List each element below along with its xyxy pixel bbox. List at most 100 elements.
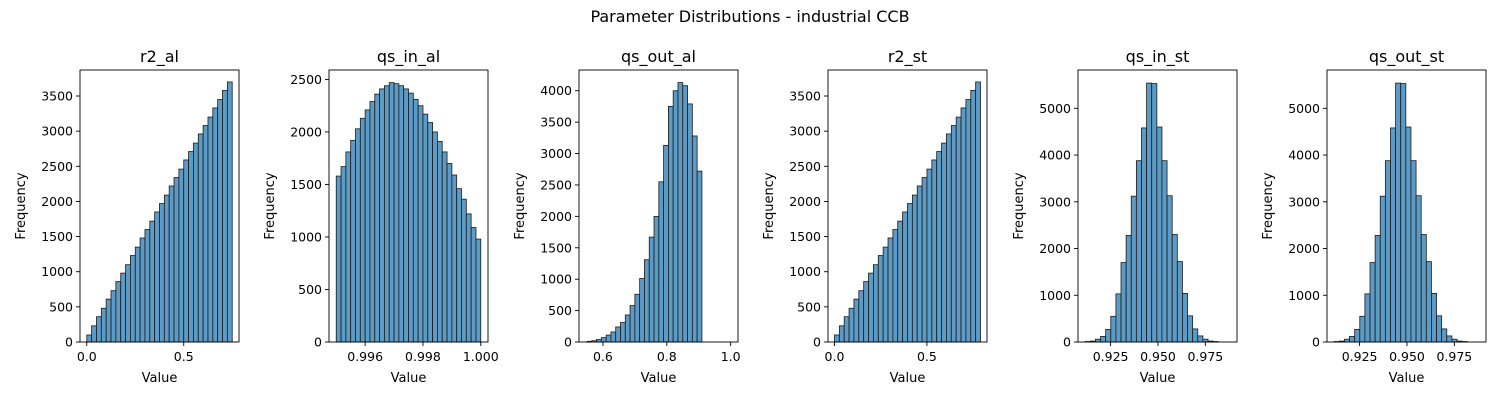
histogram-bar [1197,335,1204,343]
y-tick-label: 2000 [290,124,322,139]
histogram-bar [668,106,674,343]
histogram-bar [955,116,962,343]
histogram-bar [1187,315,1194,343]
histogram-bar [696,170,703,343]
y-axis-label: Frequency [762,172,777,239]
histogram-bar [834,334,840,343]
y-tick-label: 2000 [41,194,73,209]
histogram-bar [691,135,698,343]
panel-title: qs_out_st [1369,47,1444,67]
histogram-bar [653,215,660,343]
y-tick-label: 3000 [41,124,73,139]
histogram-bar [412,99,419,343]
histogram-panel-r2_al: 0 500 1000 1500 2000 2500 3000 3500 0.0 0.5 r2_al V… [14,47,240,386]
histogram-bar [149,220,156,343]
histogram-bar [398,85,405,343]
y-tick-label: 2000 [540,209,572,224]
panels: 0 500 1000 1500 2000 2500 3000 3500 0.0 0.5 r2_al V… [14,47,1487,386]
histogram-bar [461,198,467,343]
y-tick-label: 2000 [1039,241,1071,256]
histogram-bar [1110,315,1117,343]
histogram-bar [605,334,612,343]
y-tick-label: 4000 [1288,148,1320,163]
y-tick-label: 0 [813,335,821,350]
histogram-bar [892,229,899,343]
histogram-bar [139,237,146,343]
histogram-bar [911,194,918,343]
histogram-bar [340,166,347,343]
histogram-bar [848,307,855,343]
histogram-bar [897,220,904,343]
histogram-bar [1105,328,1112,343]
y-tick-label: 0 [1312,335,1320,350]
y-tick-label: 3500 [789,89,821,104]
histogram-bar [663,144,669,343]
histogram-bar [863,281,869,343]
histogram-bar [120,272,126,343]
histogram-bar [91,325,97,343]
histogram-bar [96,316,102,343]
histogram-bar [858,290,865,343]
y-tick-label: 4000 [540,83,572,98]
y-tick-label: 500 [548,303,572,318]
histogram-bar [682,85,688,343]
figure-title: Parameter Distributions - industrial CCB [590,7,909,26]
histogram-bar [1182,292,1188,343]
y-axis-label: Frequency [263,172,278,239]
histogram-bar [1415,195,1422,343]
y-tick-label: 1000 [1039,288,1071,303]
axes-frame [1326,69,1487,343]
histogram-bar [975,81,981,343]
y-tick-label: 0 [1063,335,1071,350]
histogram-bar [379,88,385,343]
histogram-bar [1151,83,1158,343]
histogram-bar [1436,315,1443,343]
histogram-bar [921,177,928,343]
y-tick-label: 1000 [290,229,322,244]
histogram-bar [1390,127,1397,343]
histogram-bar [639,278,645,343]
y-tick-label: 2500 [789,159,821,174]
histogram-bar [134,246,141,343]
axes-frame [328,69,489,343]
histogram-bar [887,237,894,343]
histogram-bar [1379,195,1386,343]
histogram-bar [388,82,395,343]
y-tick-label: 2500 [290,72,322,87]
x-tick-label: 1.000 [463,349,499,364]
histogram-bar [355,128,361,343]
histogram-bar [212,107,219,343]
histogram-bar [369,101,376,343]
histogram-bar [946,133,952,343]
histogram-bar [422,113,429,343]
histogram-bar [178,168,185,343]
histogram-bar [1156,126,1163,343]
histogram-bar [432,131,438,343]
y-tick-label: 2000 [1288,241,1320,256]
histogram-bar [465,213,472,343]
x-axis-label: Value [641,371,677,386]
histogram-bar [403,88,409,343]
histogram-bar [159,203,165,343]
histogram-bar [384,85,390,343]
histogram-bar [600,337,607,343]
y-tick-label: 1500 [540,240,572,255]
histogram-bar [926,168,933,343]
histogram-bar [1369,262,1376,343]
y-tick-label: 2000 [789,194,821,209]
histogram-bar [931,159,938,343]
histogram-bar [853,298,860,343]
x-tick-label: 0.0 [77,349,97,364]
histogram-bar [1192,328,1199,343]
histogram-bar [374,93,380,343]
x-axis-label: Value [391,371,427,386]
y-tick-label: 1000 [1288,288,1320,303]
histogram-bar [1359,315,1366,343]
histogram-bar [475,238,482,343]
histogram-bar [193,142,199,343]
y-tick-label: 5000 [1288,101,1320,116]
histogram-bar [1141,127,1148,343]
y-axis-label: Frequency [513,172,528,239]
histogram-bar [1115,293,1122,343]
